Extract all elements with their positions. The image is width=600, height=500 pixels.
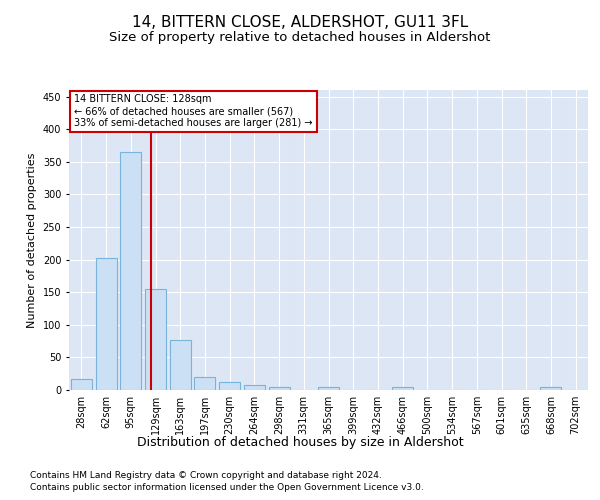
Text: Contains public sector information licensed under the Open Government Licence v3: Contains public sector information licen…	[30, 483, 424, 492]
Bar	[71, 379, 92, 390]
Bar	[95, 258, 116, 390]
Bar	[194, 377, 215, 390]
Bar	[145, 289, 166, 390]
Bar	[269, 386, 290, 390]
Text: Size of property relative to detached houses in Aldershot: Size of property relative to detached ho…	[109, 31, 491, 44]
Bar	[244, 386, 265, 390]
Bar	[170, 340, 191, 390]
Text: 14 BITTERN CLOSE: 128sqm
← 66% of detached houses are smaller (567)
33% of semi-: 14 BITTERN CLOSE: 128sqm ← 66% of detach…	[74, 94, 313, 128]
Text: 14, BITTERN CLOSE, ALDERSHOT, GU11 3FL: 14, BITTERN CLOSE, ALDERSHOT, GU11 3FL	[132, 15, 468, 30]
Bar	[318, 388, 339, 390]
Y-axis label: Number of detached properties: Number of detached properties	[27, 152, 37, 328]
Text: Distribution of detached houses by size in Aldershot: Distribution of detached houses by size …	[137, 436, 463, 449]
Bar	[219, 382, 240, 390]
Text: Contains HM Land Registry data © Crown copyright and database right 2024.: Contains HM Land Registry data © Crown c…	[30, 472, 382, 480]
Bar	[541, 388, 562, 390]
Bar	[392, 388, 413, 390]
Bar	[120, 152, 141, 390]
